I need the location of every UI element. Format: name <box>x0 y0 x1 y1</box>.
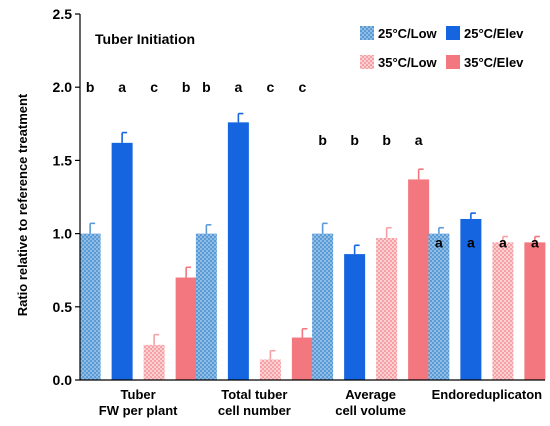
category-label: Tuber <box>121 387 156 402</box>
significance-letter: b <box>202 79 211 95</box>
bar <box>259 359 281 380</box>
significance-letter: b <box>86 79 95 95</box>
legend-swatch <box>446 55 460 69</box>
y-tick-label: 1.0 <box>53 226 73 242</box>
category-label: cell number <box>218 403 291 418</box>
legend-swatch <box>446 26 460 40</box>
bar <box>460 218 482 380</box>
category-label: Average <box>345 387 396 402</box>
bar <box>195 233 217 380</box>
significance-letter: a <box>435 234 443 250</box>
bar <box>143 344 165 380</box>
significance-letter: a <box>499 234 507 250</box>
legend: 25°C/Low 25°C/Elev 35°C/Low 35°C/Elev <box>360 26 524 70</box>
category-label: cell volume <box>335 403 406 418</box>
legend-label: 25°C/Elev <box>464 26 524 41</box>
significance-letter: a <box>118 79 126 95</box>
significance-letters: b a c b b a c cb b b aa a a a <box>86 79 539 250</box>
category-label: FW per plant <box>99 403 178 418</box>
bar <box>312 233 334 380</box>
bar <box>79 233 101 380</box>
bars <box>79 112 546 380</box>
y-axis-ticks: 0.0 0.5 1.0 1.5 2.0 2.5 <box>53 6 80 388</box>
bar <box>524 242 546 380</box>
legend-swatch <box>360 55 374 69</box>
y-tick-label: 2.0 <box>53 79 73 95</box>
significance-letter: b <box>318 132 327 148</box>
legend-swatch <box>360 26 374 40</box>
significance-letter: b <box>382 132 391 148</box>
category-label: Total tuber <box>221 387 287 402</box>
y-tick-label: 0.0 <box>53 372 73 388</box>
significance-letter: c <box>150 79 158 95</box>
significance-letter: b <box>350 132 359 148</box>
significance-letter: a <box>234 79 242 95</box>
bar <box>111 142 133 380</box>
y-tick-label: 2.5 <box>53 6 73 22</box>
significance-letter: a <box>531 234 539 250</box>
bar <box>428 233 450 380</box>
significance-letter: c <box>298 79 306 95</box>
bar <box>376 237 398 380</box>
significance-letter: a <box>467 234 475 250</box>
significance-letter: a <box>415 132 423 148</box>
bar <box>344 254 366 380</box>
bar <box>291 337 313 380</box>
y-tick-label: 0.5 <box>53 299 73 315</box>
chart-title: Tuber Initiation <box>95 31 195 47</box>
bar <box>408 179 430 380</box>
bar <box>492 242 514 380</box>
legend-label: 25°C/Low <box>378 26 438 41</box>
bar <box>227 122 249 380</box>
y-axis-title: Ratio relative to reference treatment <box>15 93 30 316</box>
significance-letter: b <box>182 79 191 95</box>
legend-label: 35°C/Elev <box>464 55 524 70</box>
category-label: Endoreduplicaton <box>432 387 543 402</box>
bar <box>175 277 197 380</box>
significance-letter: c <box>266 79 274 95</box>
y-tick-label: 1.5 <box>53 152 73 168</box>
legend-label: 35°C/Low <box>378 55 438 70</box>
